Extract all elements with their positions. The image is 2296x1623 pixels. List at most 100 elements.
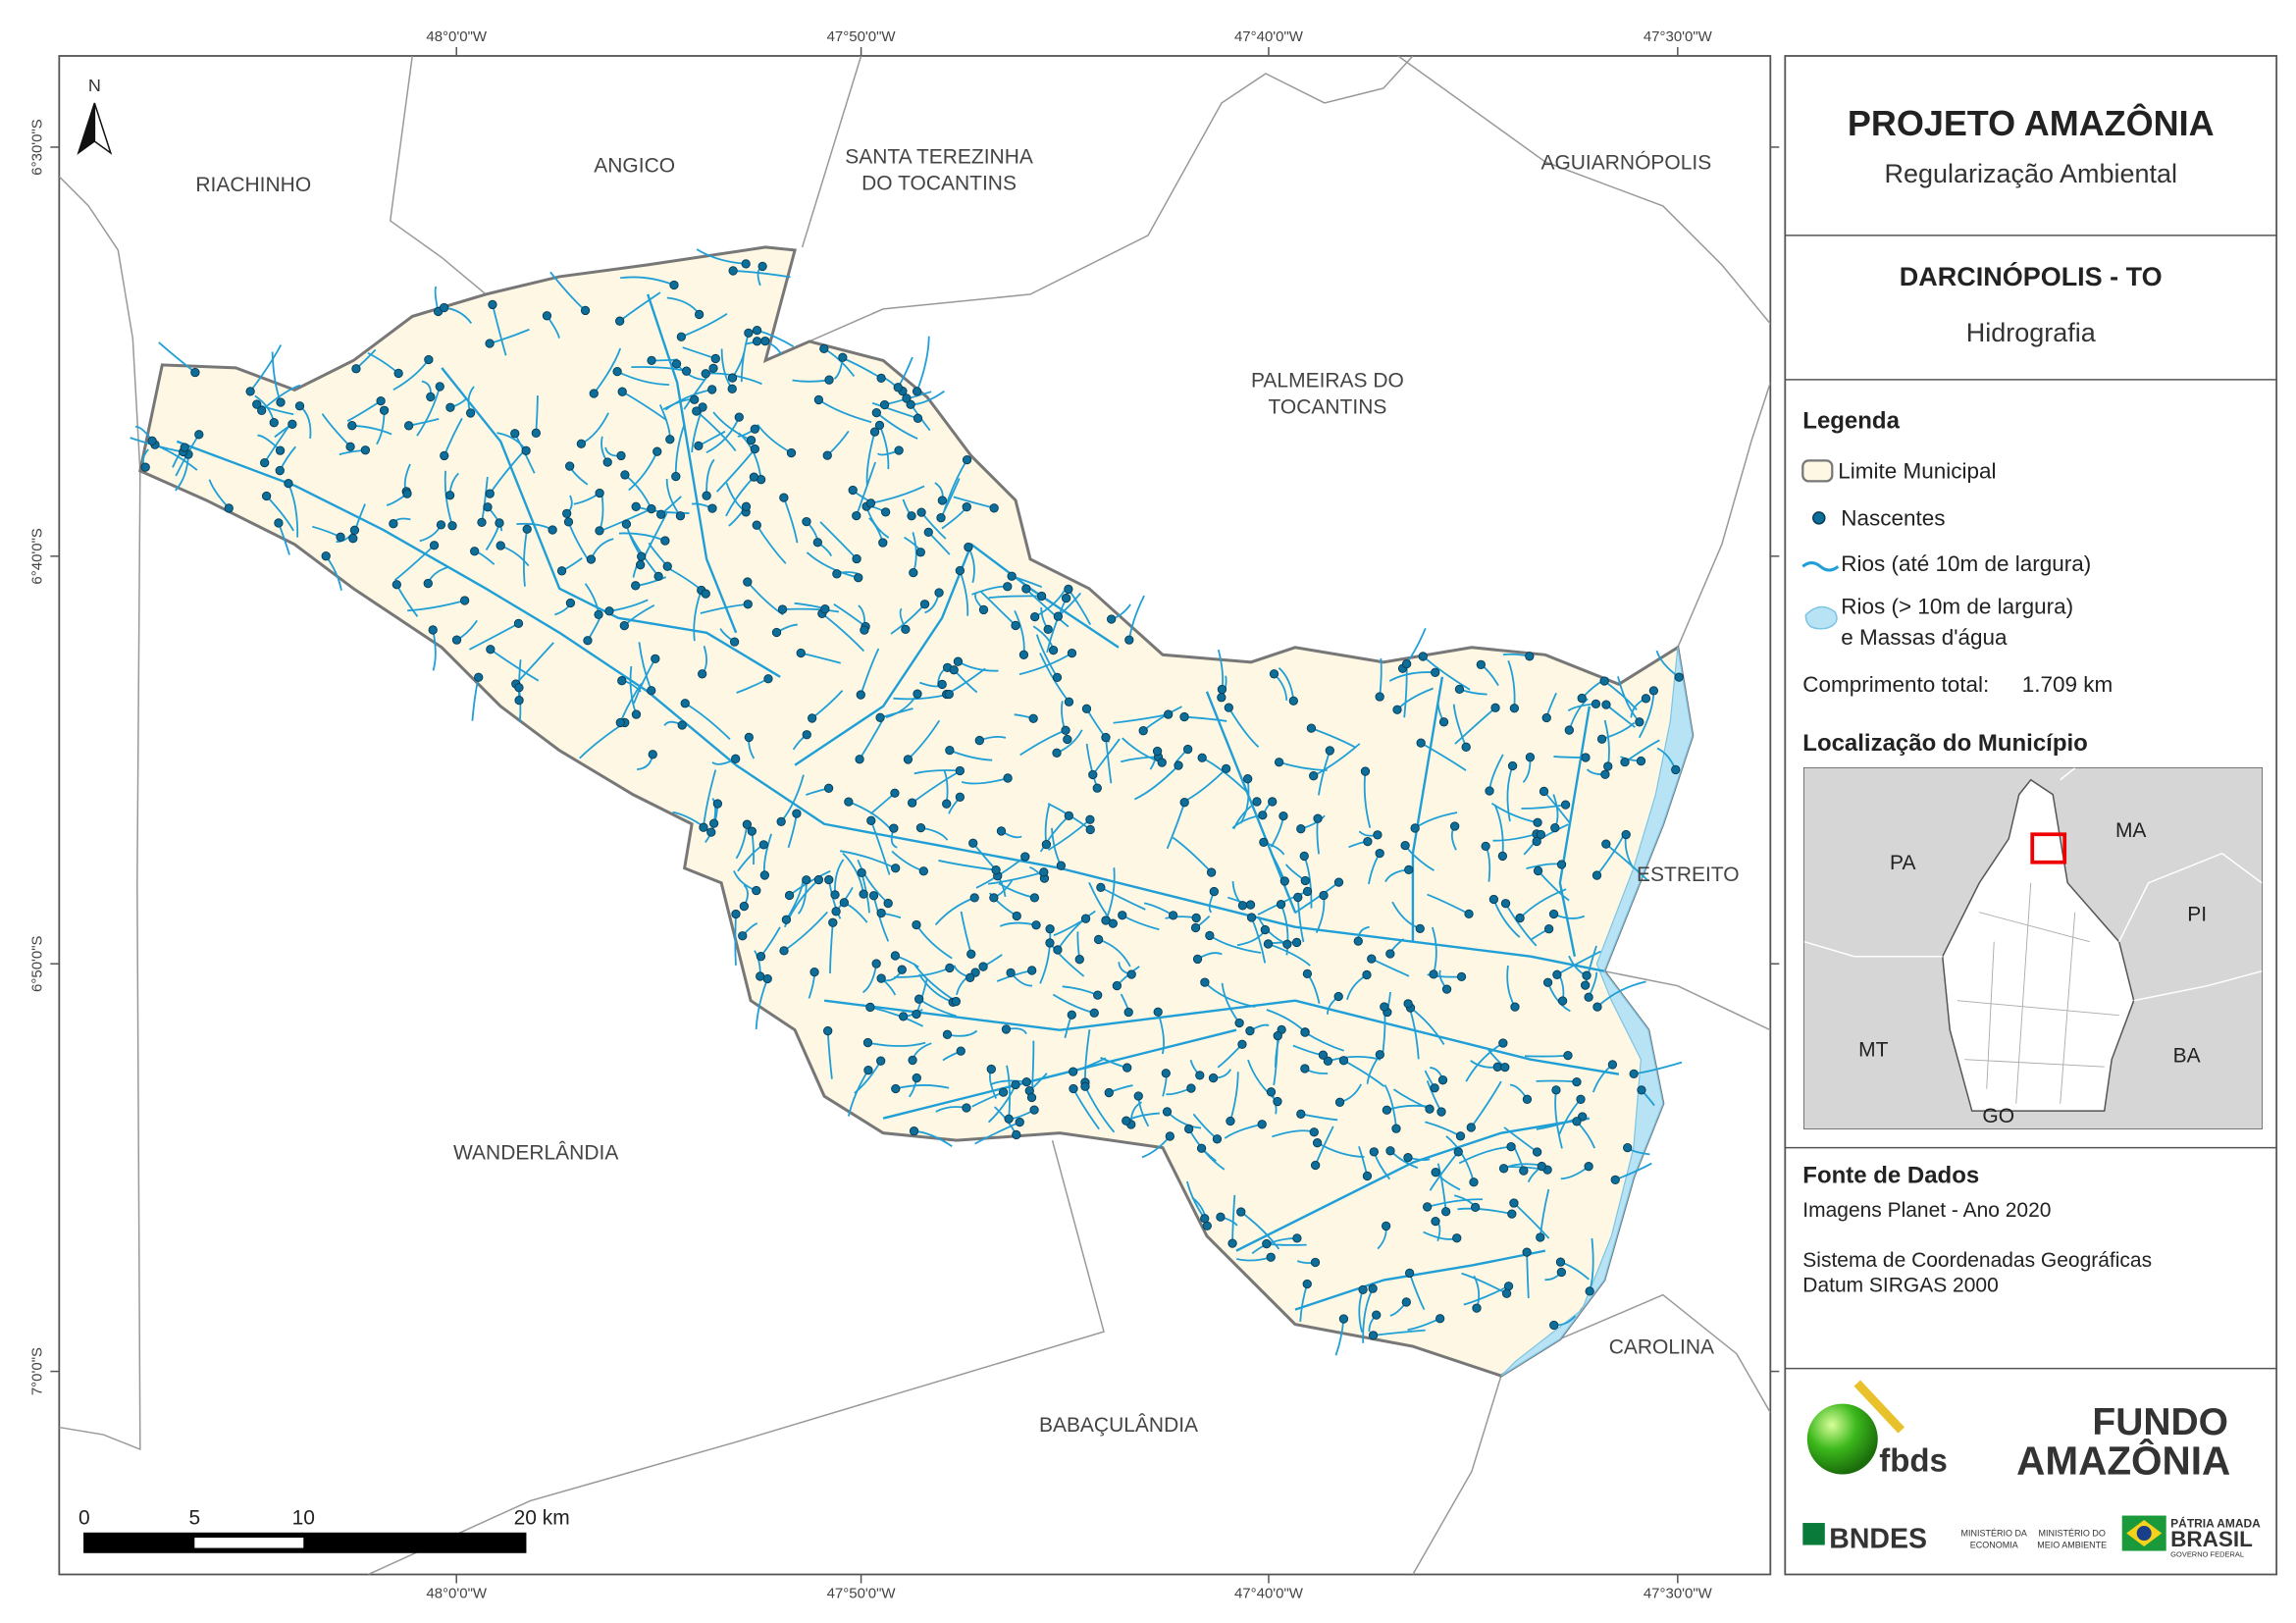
stream xyxy=(1605,843,1649,882)
stream xyxy=(1317,1141,1365,1158)
spring xyxy=(1020,852,1030,862)
spring xyxy=(1466,1123,1476,1132)
spring xyxy=(839,898,849,908)
spring xyxy=(802,875,811,885)
spring xyxy=(1273,1096,1282,1107)
spring xyxy=(1429,969,1438,979)
spring xyxy=(1081,704,1092,713)
spring xyxy=(1064,584,1073,595)
spring xyxy=(743,600,753,609)
spring xyxy=(1577,693,1587,704)
spring xyxy=(1441,984,1452,994)
spring xyxy=(428,625,438,635)
spring xyxy=(878,538,888,548)
spring xyxy=(287,419,297,429)
spring xyxy=(1509,1198,1519,1208)
spring xyxy=(1027,966,1037,975)
spring xyxy=(1325,746,1334,756)
spring xyxy=(1319,890,1329,901)
spring xyxy=(1435,1314,1445,1324)
spring xyxy=(379,405,390,415)
spring xyxy=(749,472,759,482)
spring xyxy=(495,518,504,528)
spring xyxy=(1282,939,1292,949)
spring xyxy=(1501,1288,1512,1298)
title: PROJETO AMAZÔNIA xyxy=(1848,103,2215,143)
spring xyxy=(830,890,840,900)
spring xyxy=(868,891,879,901)
stream xyxy=(1553,756,1586,759)
spring xyxy=(1596,734,1607,744)
spring xyxy=(602,457,612,467)
stream xyxy=(857,860,889,905)
stream xyxy=(782,607,840,613)
spring xyxy=(1302,1279,1312,1289)
spring xyxy=(822,450,832,460)
stream xyxy=(1046,598,1068,654)
spring xyxy=(710,353,720,364)
spring xyxy=(652,446,662,456)
spring xyxy=(485,489,495,498)
spring xyxy=(147,436,157,445)
spring xyxy=(347,421,357,431)
stream xyxy=(620,276,675,287)
place-name: PALMEIRAS DO xyxy=(1251,369,1404,392)
spring xyxy=(1212,1134,1223,1144)
spring xyxy=(1133,1091,1143,1101)
spring xyxy=(1028,713,1038,723)
spring xyxy=(647,503,656,514)
spring xyxy=(402,489,412,498)
stream xyxy=(1504,903,1538,947)
spring xyxy=(224,503,234,513)
spring xyxy=(474,672,484,682)
spring xyxy=(752,885,761,896)
stream xyxy=(1420,742,1467,771)
spring xyxy=(631,581,641,591)
spring xyxy=(734,412,744,422)
stream xyxy=(974,1121,1020,1145)
spring xyxy=(445,402,455,412)
spring xyxy=(1410,823,1420,833)
spring xyxy=(563,517,574,527)
spring xyxy=(451,635,462,645)
spring xyxy=(1415,923,1425,934)
spring xyxy=(1036,591,1047,602)
north-label: N xyxy=(88,76,101,95)
spring xyxy=(694,441,704,451)
spring xyxy=(294,401,305,411)
spring xyxy=(1107,614,1117,624)
spring xyxy=(758,840,768,850)
spring xyxy=(738,931,748,941)
spring xyxy=(1362,1171,1373,1181)
spring xyxy=(1334,1097,1345,1107)
spring xyxy=(680,699,690,708)
spring xyxy=(1582,970,1592,980)
place-name: CAROLINA xyxy=(1609,1336,1714,1359)
source-line: Imagens Planet - Ano 2020 xyxy=(1802,1199,2051,1222)
spring xyxy=(619,620,629,631)
spring xyxy=(1153,1007,1163,1017)
spring xyxy=(1138,726,1148,736)
spring xyxy=(1306,723,1317,733)
spring xyxy=(656,509,666,519)
spring xyxy=(759,870,770,880)
spring xyxy=(1490,703,1500,712)
legend-item: Limite Municipal xyxy=(1838,458,1996,483)
spring xyxy=(510,429,520,439)
spring xyxy=(1174,760,1183,770)
spring xyxy=(701,369,710,379)
logo-text: BRASIL xyxy=(2170,1527,2253,1551)
spring xyxy=(1437,1075,1448,1085)
spring xyxy=(912,919,921,930)
spring xyxy=(261,491,272,501)
spring xyxy=(1372,1310,1382,1320)
spring xyxy=(459,596,470,605)
spring xyxy=(1263,939,1274,949)
spring xyxy=(1541,712,1551,723)
spring xyxy=(1333,877,1344,887)
spring xyxy=(876,973,886,983)
spring xyxy=(612,366,622,377)
spring xyxy=(1003,773,1013,783)
spring xyxy=(1266,1087,1277,1097)
spring xyxy=(1375,692,1384,702)
